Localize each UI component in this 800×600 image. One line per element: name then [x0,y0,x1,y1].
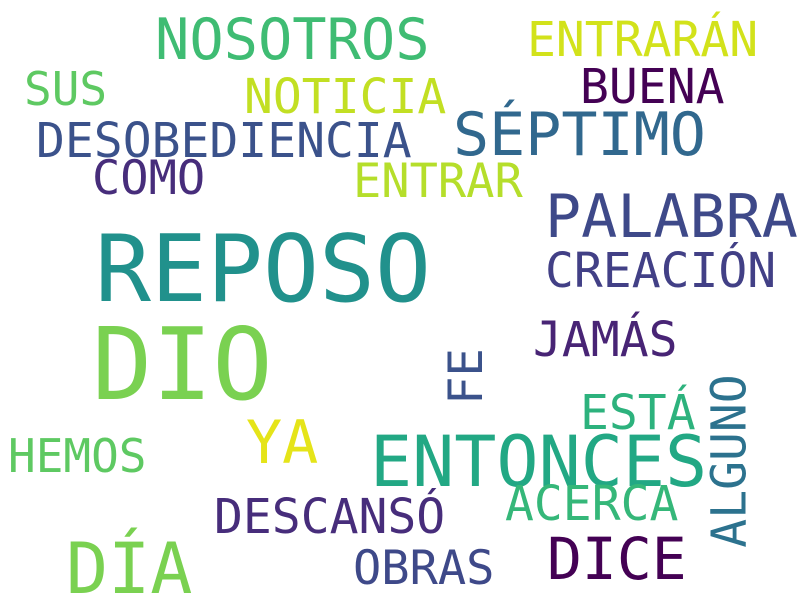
word-descanso: DESCANSÓ [214,489,446,545]
word-palabra: PALABRA [545,182,798,252]
word-entrar: ENTRAR [353,154,523,209]
word-creacion: CREACIÓN [545,243,777,299]
word-desobediencia: DESOBEDIENCIA [36,113,412,169]
word-sus: SUS [24,62,108,116]
word-como: COMO [92,151,206,206]
word-fe: FE [438,347,494,405]
word-noticia: NOTICIA [244,69,447,125]
word-dice: DICE [547,525,687,593]
word-septimo: SÉPTIMO [453,100,706,170]
word-esta: ESTÁ [580,385,696,441]
word-ya: YA [246,408,319,478]
word-acerca: ACERCA [505,476,679,532]
word-dia: DÍA [66,528,193,600]
word-obras: OBRAS [353,541,495,596]
word-buena: BUENA [580,59,725,115]
word-entonces: ENTONCES [370,421,708,503]
word-reposo: REPOSO [95,215,431,323]
word-nosotros: NOSOTROS [155,7,430,73]
word-entraran: ENTRARÁN [527,12,759,68]
word-jamas: JAMÁS [533,312,678,368]
word-hemos: HEMOS [8,429,147,483]
word-alguno: ALGUNO [701,374,758,548]
word-dio: DIO [92,306,273,423]
